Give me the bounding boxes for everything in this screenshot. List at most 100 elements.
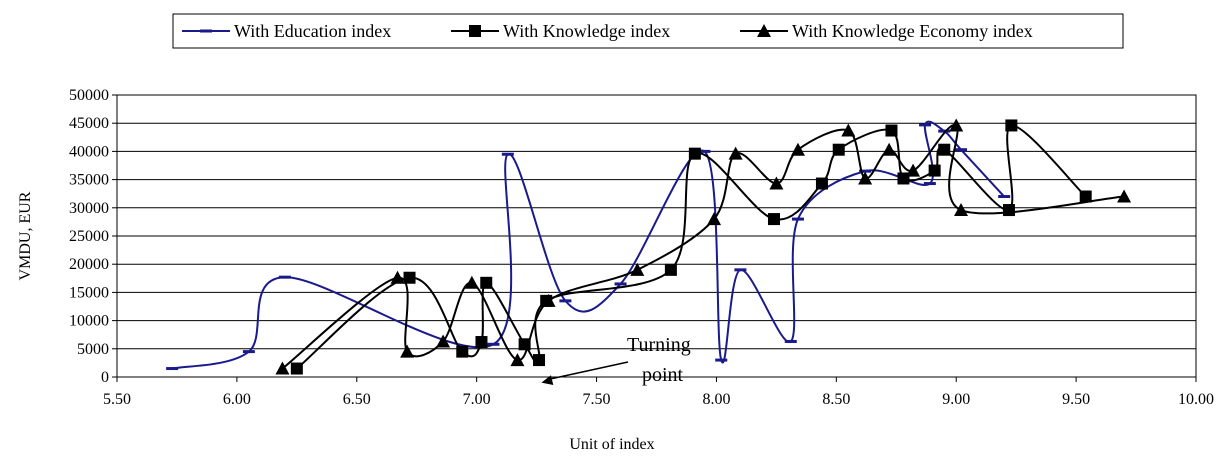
legend-items: With Education index With Knowledge index… — [182, 21, 1033, 41]
x-tick-label: 10.00 — [1178, 391, 1214, 408]
data-point — [882, 142, 897, 156]
data-point — [166, 367, 179, 371]
data-point — [707, 212, 722, 226]
data-point — [832, 143, 845, 156]
legend-item: With Knowledge index — [451, 21, 670, 41]
data-point — [1079, 190, 1092, 203]
x-tick-label: 7.00 — [463, 391, 491, 408]
x-tick-label: 6.50 — [343, 391, 371, 408]
data-point — [906, 163, 921, 177]
data-point — [630, 262, 645, 276]
data-point — [510, 353, 525, 367]
annotation-text: Turning point — [627, 334, 691, 386]
legend-label: With Knowledge index — [503, 21, 670, 41]
y-tick-label: 15000 — [69, 284, 109, 301]
data-point — [897, 172, 910, 185]
data-point — [436, 334, 451, 348]
legend: With Education index With Knowledge index… — [172, 13, 1124, 49]
data-point — [487, 342, 500, 346]
y-tick-label: 0 — [101, 369, 109, 386]
data-point — [767, 213, 780, 226]
data-point — [688, 147, 701, 160]
data-point — [541, 293, 556, 307]
data-point — [859, 169, 872, 173]
data-point — [290, 362, 303, 375]
y-tick-label: 30000 — [69, 200, 109, 217]
data-point — [456, 345, 469, 358]
data-point — [955, 148, 968, 152]
legend-frame — [172, 13, 1124, 49]
data-point — [938, 143, 951, 156]
data-point — [1005, 119, 1018, 132]
data-point — [390, 270, 405, 284]
legend-label: With Education index — [234, 21, 391, 41]
legend-swatch-marker — [200, 29, 212, 33]
y-tick-label: 50000 — [69, 87, 109, 104]
y-axis-label: VMDU, EUR — [17, 191, 34, 280]
data-point — [815, 177, 828, 190]
data-point — [734, 268, 747, 272]
annotation-arrow-line — [547, 361, 629, 381]
y-tick-label: 45000 — [69, 115, 109, 132]
data-point — [1117, 189, 1132, 203]
x-tick-label: 6.00 — [223, 391, 251, 408]
data-point — [533, 354, 546, 367]
series-line — [281, 124, 1125, 370]
data-point — [858, 171, 873, 185]
data-point — [1002, 204, 1015, 217]
legend-swatch-marker — [757, 24, 771, 37]
x-tick-label: 8.50 — [822, 391, 850, 408]
legend-label: With Knowledge Economy index — [792, 21, 1033, 41]
legend-item: With Education index — [182, 21, 391, 41]
data-point — [923, 182, 936, 186]
x-axis-label: Unit of index — [569, 436, 654, 453]
data-point — [919, 123, 932, 127]
data-point — [791, 217, 804, 221]
data-point — [664, 263, 677, 276]
y-tick-label: 10000 — [69, 313, 109, 330]
x-axis-ticks: 5.50 6.00 6.50 7.00 7.50 8.00 8.50 9.00 9.50 10.0… — [103, 377, 1214, 408]
x-tick-label: 9.00 — [942, 391, 970, 408]
data-point — [501, 152, 514, 156]
data-point — [480, 276, 493, 289]
data-point — [728, 146, 743, 160]
data-point — [475, 336, 488, 349]
x-tick-label: 5.50 — [103, 391, 131, 408]
y-tick-label: 20000 — [69, 256, 109, 273]
gridlines — [117, 122, 1196, 350]
data-point — [403, 271, 416, 284]
y-tick-label: 35000 — [69, 172, 109, 189]
data-point — [998, 195, 1011, 199]
data-point — [464, 275, 479, 289]
data-point — [885, 124, 898, 137]
data-point — [954, 203, 969, 217]
data-point — [698, 149, 711, 153]
data-point — [614, 282, 627, 286]
y-tick-label: 40000 — [69, 143, 109, 160]
data-point — [242, 350, 255, 354]
data-point — [400, 344, 415, 358]
x-tick-label: 7.50 — [583, 391, 611, 408]
y-tick-label: 5000 — [77, 341, 109, 358]
data-point — [769, 176, 784, 190]
data-point — [790, 142, 805, 156]
annotation-turning-point: Turning point — [541, 334, 691, 386]
data-point — [949, 118, 964, 132]
series-layer — [166, 118, 1132, 375]
series-3 — [275, 118, 1132, 375]
data-point — [715, 358, 728, 362]
data-point — [841, 123, 856, 137]
x-tick-label: 8.00 — [702, 391, 730, 408]
data-point — [278, 275, 291, 279]
data-point — [928, 164, 941, 177]
y-tick-label: 25000 — [69, 228, 109, 245]
annotation-layer: Turning point — [541, 334, 691, 386]
data-point — [275, 361, 290, 375]
legend-swatch-marker — [469, 25, 481, 37]
data-point — [559, 299, 572, 303]
plot-area: 0 5000 10000 15000 20000 25000 30000 35000 40000… — [69, 87, 1214, 408]
x-tick-label: 9.50 — [1062, 391, 1090, 408]
data-point — [784, 339, 797, 343]
annotation-arrow-head — [541, 375, 554, 385]
